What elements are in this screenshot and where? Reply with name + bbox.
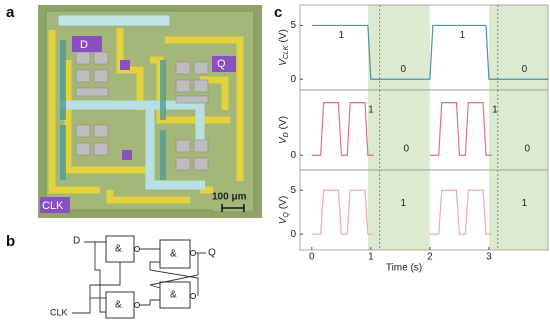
y-axis-label: VD(V) bbox=[278, 116, 290, 144]
gate-symbol: & bbox=[170, 249, 177, 260]
gate-symbol: & bbox=[115, 300, 122, 311]
y-tick-label: 0 bbox=[290, 150, 296, 161]
y-label-unit: (V) bbox=[278, 29, 289, 42]
y-tick-label: 5 bbox=[290, 185, 296, 196]
shaded-region bbox=[368, 170, 430, 250]
y-tick-label: 0 bbox=[290, 74, 296, 85]
y-label-subscript: D bbox=[283, 132, 290, 137]
gate-symbol: & bbox=[170, 290, 177, 301]
y-label-unit: (V) bbox=[278, 196, 289, 209]
input-label: D bbox=[73, 236, 80, 247]
x-tick-label: 0 bbox=[309, 252, 315, 263]
panel-label: b bbox=[6, 233, 15, 250]
y-label-subscript: CLK bbox=[283, 45, 290, 59]
annotation: 1 bbox=[339, 30, 345, 41]
scale-bar-label: 100 μm bbox=[212, 192, 247, 203]
annotation: 0 bbox=[404, 144, 410, 155]
y-label-unit: (V) bbox=[278, 116, 289, 129]
panel-label: a bbox=[6, 4, 15, 21]
annotation: 0 bbox=[522, 64, 528, 75]
annotation: 1 bbox=[460, 30, 466, 41]
output-label: Q bbox=[208, 248, 216, 259]
input-label: CLK bbox=[50, 307, 68, 317]
y-tick-label: 0 bbox=[290, 229, 296, 240]
annotation: 0 bbox=[401, 64, 407, 75]
y-label-subscript: Q bbox=[283, 212, 290, 218]
figure: a b c bbox=[0, 0, 550, 321]
shaded-region bbox=[368, 5, 430, 90]
annotation: 1 bbox=[368, 105, 374, 116]
x-tick-label: 3 bbox=[486, 252, 492, 263]
annotation: 1 bbox=[492, 105, 498, 116]
pad-label: CLK bbox=[42, 200, 64, 212]
annotation: 0 bbox=[525, 144, 531, 155]
x-axis-label: Time (s) bbox=[386, 263, 422, 274]
annotation: 1 bbox=[401, 198, 407, 209]
panel-label: c bbox=[274, 4, 282, 21]
pad-label: D bbox=[80, 39, 88, 51]
x-tick-label: 1 bbox=[368, 252, 374, 263]
y-axis-label: VCLK(V) bbox=[278, 29, 290, 66]
shaded-region bbox=[368, 90, 430, 170]
y-axis-label: VQ(V) bbox=[278, 196, 290, 224]
logic-diagram bbox=[72, 236, 206, 318]
x-tick-label: 2 bbox=[427, 252, 433, 263]
gate-symbol: & bbox=[115, 244, 122, 255]
annotation: 1 bbox=[522, 198, 528, 209]
y-tick-label: 5 bbox=[290, 20, 296, 31]
micrograph bbox=[38, 5, 262, 218]
pad-label: Q bbox=[217, 58, 226, 70]
